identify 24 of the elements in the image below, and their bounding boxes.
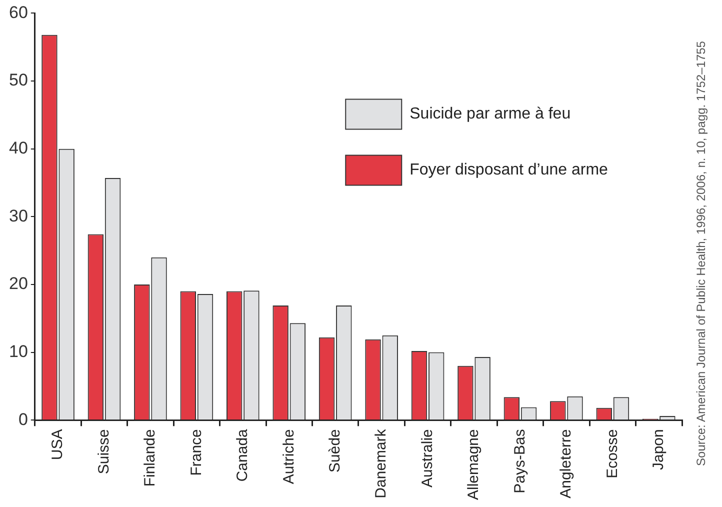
x-tick-label: Danemark	[372, 428, 390, 498]
x-tick-label: Ecosse	[604, 429, 621, 478]
legend-label: Foyer disposant d’une arme	[410, 162, 608, 179]
x-tick-label: Canada	[234, 428, 252, 482]
legend-label: Suicide par arme à feu	[410, 106, 571, 123]
y-tick-label: 50	[8, 70, 28, 90]
source-note: Source: American Journal of Public Health, 1996, 2006, n. 10, pagg. 1752–1755	[694, 40, 708, 468]
y-tick-label: 0	[18, 410, 28, 429]
x-tick-label: Angleterre	[558, 429, 575, 498]
y-tick-label: 10	[8, 342, 28, 361]
x-tick-label: Finlande	[142, 429, 159, 487]
x-tick-label: Allemagne	[465, 429, 482, 500]
x-tick-label: Japon	[650, 429, 668, 470]
x-tick-label: France	[188, 429, 205, 476]
y-tick-label: 40	[8, 138, 28, 158]
y-tick-label: 20	[8, 274, 28, 294]
y-tick-label: 60	[8, 2, 28, 22]
y-tick-label: 30	[8, 206, 28, 226]
x-tick-label: USA	[49, 429, 66, 460]
x-tick-label: Autriche	[280, 429, 298, 484]
x-tick-label: Suisse	[95, 429, 112, 474]
x-tick-label: Suède	[326, 429, 344, 472]
x-tick-label: Pays-Bas	[511, 429, 528, 494]
x-tick-label: Australie	[418, 429, 436, 488]
